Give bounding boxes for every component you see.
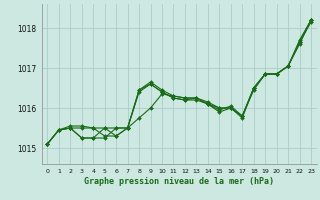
X-axis label: Graphe pression niveau de la mer (hPa): Graphe pression niveau de la mer (hPa)	[84, 177, 274, 186]
